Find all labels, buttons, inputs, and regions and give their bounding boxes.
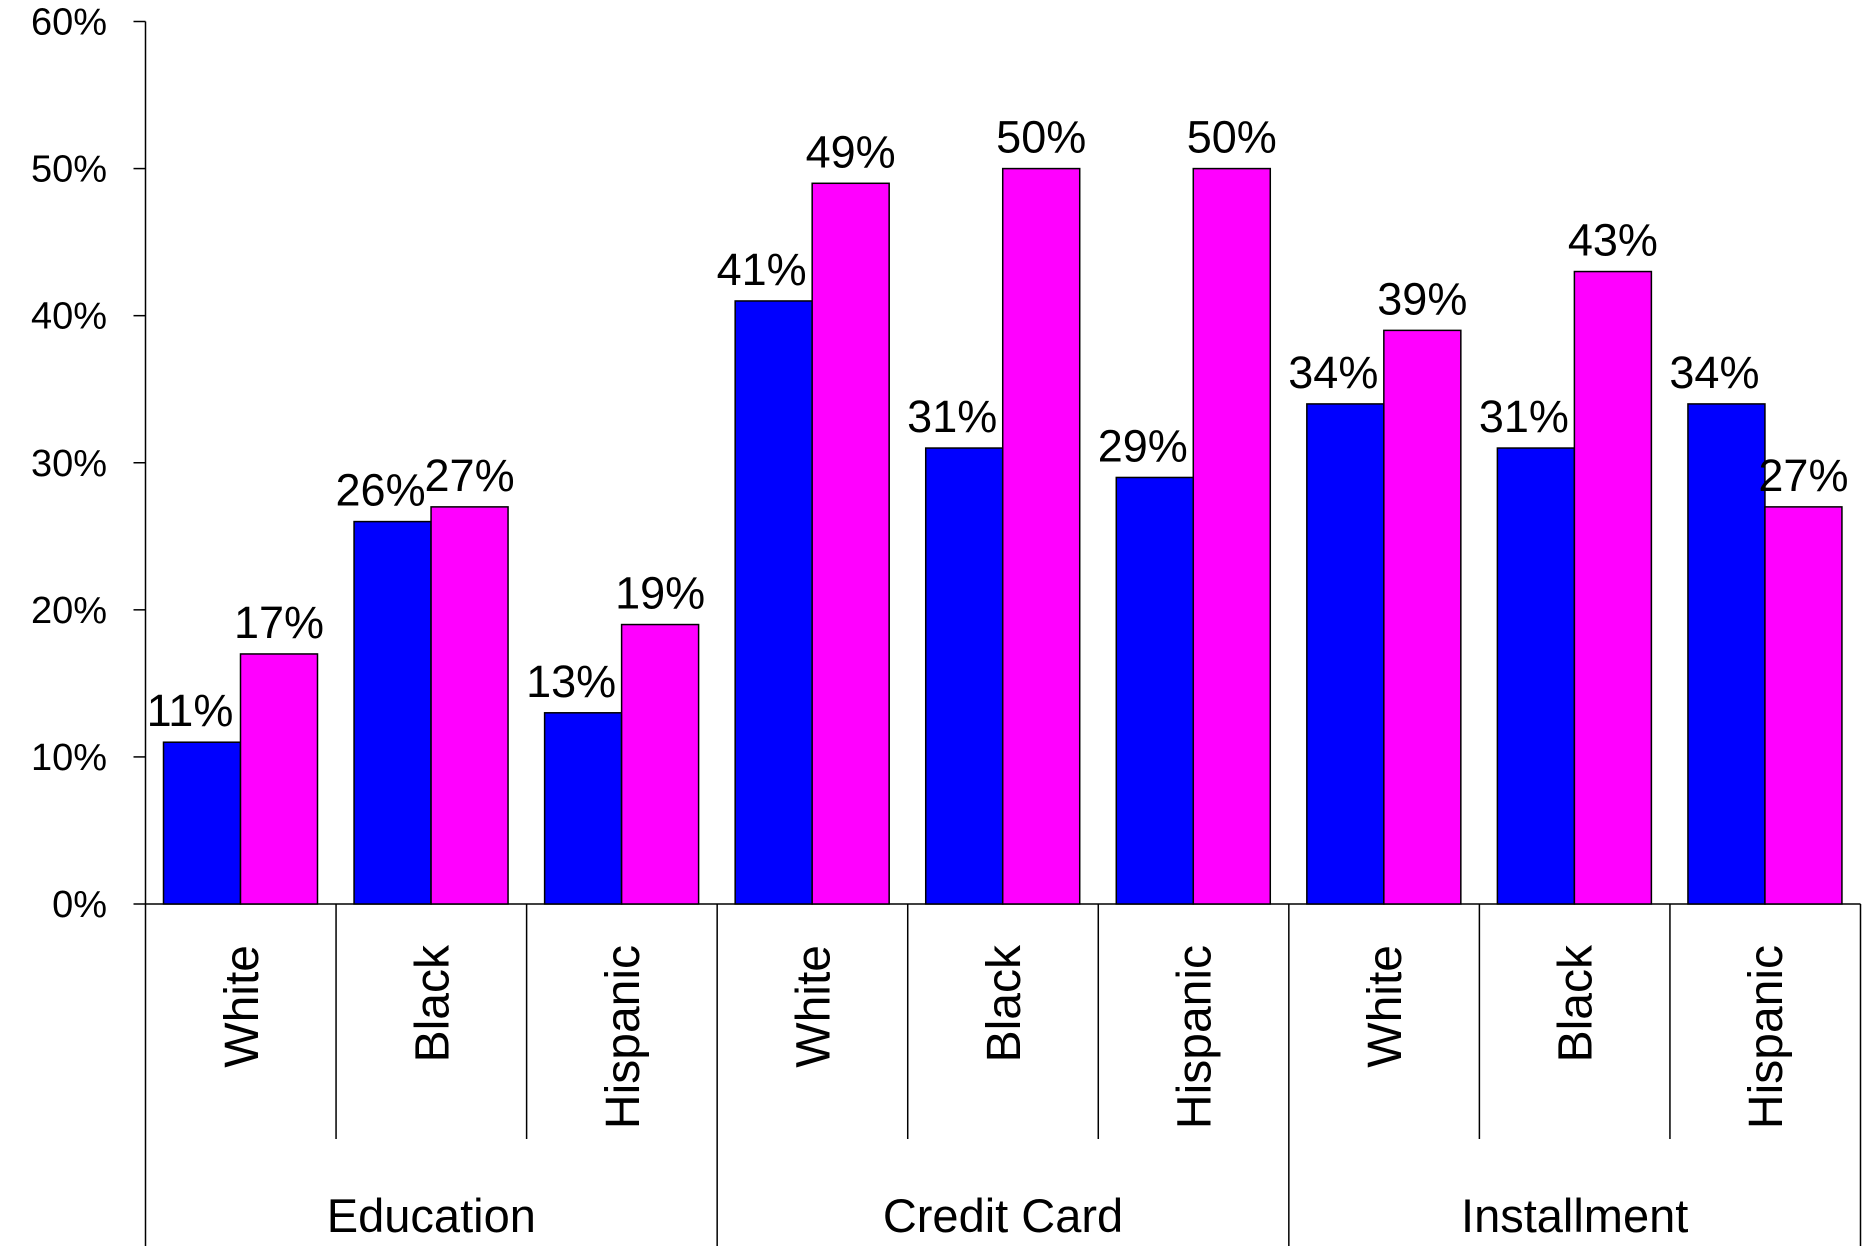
bar	[543, 712, 623, 905]
data-label: 26%	[336, 465, 426, 516]
data-label: 39%	[1377, 273, 1467, 324]
bar	[239, 653, 319, 905]
data-label: 11%	[147, 685, 234, 736]
x-tick-label: Hispanic	[1740, 945, 1793, 1129]
data-label: 31%	[1479, 391, 1569, 442]
y-tick-label: 30%	[31, 443, 107, 485]
x-tick-label: Hispanic	[1169, 945, 1222, 1129]
data-label: 27%	[425, 450, 515, 501]
x-tick-label: White	[1359, 945, 1412, 1068]
bar	[1573, 270, 1653, 905]
data-label: 34%	[1669, 347, 1759, 398]
bar	[1764, 506, 1843, 905]
data-label: 19%	[615, 568, 705, 619]
x-tick-label: Black	[978, 944, 1031, 1062]
bar	[1687, 403, 1766, 905]
data-label: 31%	[907, 391, 997, 442]
data-label: 34%	[1288, 347, 1378, 398]
group-label: Education	[327, 1189, 536, 1242]
data-label: 43%	[1568, 215, 1658, 266]
group-label: Credit Card	[883, 1189, 1123, 1242]
y-tick-label: 20%	[31, 590, 107, 632]
bar	[1192, 167, 1272, 905]
y-tick-label: 0%	[52, 884, 107, 926]
bar	[734, 300, 813, 905]
bar	[811, 182, 890, 905]
x-tick-label: Black	[1550, 944, 1603, 1062]
data-label: 49%	[806, 126, 896, 177]
bar	[1115, 476, 1195, 905]
bar	[1306, 403, 1385, 905]
data-label: 13%	[526, 656, 616, 707]
bar	[924, 447, 1004, 905]
y-tick-label: 60%	[31, 2, 107, 44]
data-label: 27%	[1758, 450, 1848, 501]
x-tick-label: Hispanic	[597, 945, 650, 1129]
y-tick-label: 40%	[31, 296, 107, 338]
bar	[1496, 447, 1576, 905]
data-label: 29%	[1098, 420, 1188, 471]
y-tick-label: 10%	[31, 737, 107, 779]
bar	[353, 520, 432, 905]
data-label: 41%	[717, 244, 807, 295]
x-tick-label: Black	[406, 944, 459, 1062]
bar	[1001, 167, 1081, 905]
data-label: 50%	[996, 112, 1086, 163]
x-tick-label: White	[216, 945, 269, 1068]
y-tick-label: 50%	[31, 149, 107, 191]
bar	[430, 506, 509, 905]
bar	[620, 623, 700, 905]
group-label: Installment	[1461, 1189, 1688, 1242]
data-label: 50%	[1187, 112, 1277, 163]
x-tick-label: White	[787, 945, 840, 1068]
bar	[1383, 329, 1462, 905]
bar	[162, 741, 242, 905]
data-label: 17%	[234, 597, 324, 648]
